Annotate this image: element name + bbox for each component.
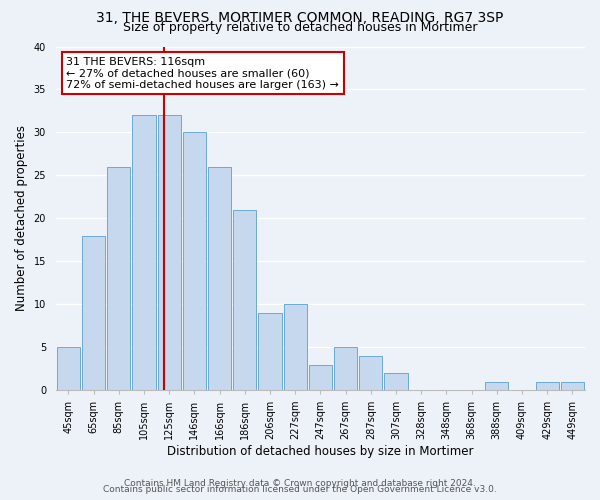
Bar xyxy=(536,382,559,390)
Text: Contains public sector information licensed under the Open Government Licence v3: Contains public sector information licen… xyxy=(103,485,497,494)
Bar xyxy=(82,236,105,390)
Bar xyxy=(485,382,508,390)
Y-axis label: Number of detached properties: Number of detached properties xyxy=(15,126,28,312)
Bar xyxy=(385,373,407,390)
Bar xyxy=(158,116,181,390)
Bar xyxy=(561,382,584,390)
Bar xyxy=(183,132,206,390)
Bar xyxy=(57,348,80,391)
Bar xyxy=(107,167,130,390)
Text: Size of property relative to detached houses in Mortimer: Size of property relative to detached ho… xyxy=(123,22,477,35)
Bar xyxy=(133,116,155,390)
X-axis label: Distribution of detached houses by size in Mortimer: Distribution of detached houses by size … xyxy=(167,444,473,458)
Bar xyxy=(259,313,281,390)
Text: 31 THE BEVERS: 116sqm
← 27% of detached houses are smaller (60)
72% of semi-deta: 31 THE BEVERS: 116sqm ← 27% of detached … xyxy=(67,57,339,90)
Text: Contains HM Land Registry data © Crown copyright and database right 2024.: Contains HM Land Registry data © Crown c… xyxy=(124,478,476,488)
Bar xyxy=(284,304,307,390)
Bar xyxy=(359,356,382,390)
Bar xyxy=(233,210,256,390)
Bar xyxy=(208,167,231,390)
Bar xyxy=(334,348,357,391)
Bar xyxy=(309,364,332,390)
Text: 31, THE BEVERS, MORTIMER COMMON, READING, RG7 3SP: 31, THE BEVERS, MORTIMER COMMON, READING… xyxy=(97,12,503,26)
